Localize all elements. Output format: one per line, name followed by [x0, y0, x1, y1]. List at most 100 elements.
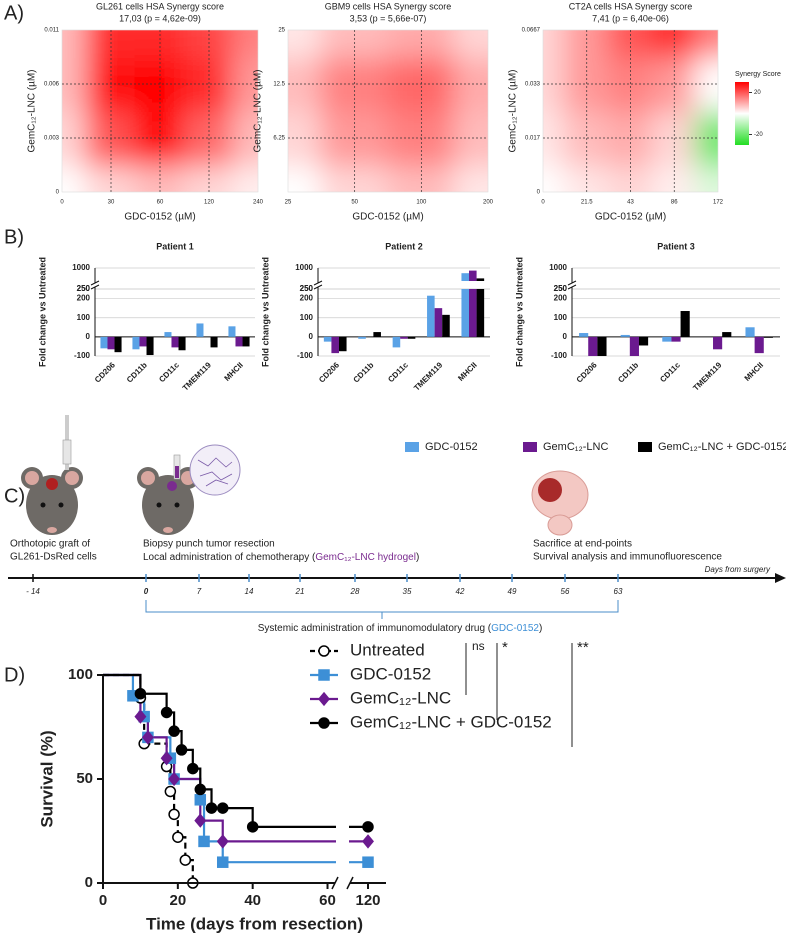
bar	[373, 332, 381, 337]
marker	[141, 730, 154, 745]
timeline-text: GemC₁₂-LNC hydrogel	[315, 552, 416, 563]
marker	[168, 771, 181, 787]
bar	[461, 273, 470, 281]
heatmap-cell	[62, 30, 88, 58]
bar	[588, 336, 598, 356]
heatmap-cell	[288, 164, 323, 192]
y-axis-label: GemC₁₂-LNC (µM)	[508, 69, 519, 152]
marker	[216, 834, 229, 849]
y-tick-label: 0	[85, 874, 93, 891]
timeline-text: Local administration of chemotherapy (Ge…	[143, 552, 419, 563]
heatmap-cell	[62, 164, 88, 192]
timeline-text: Orthotopic graft of	[10, 539, 90, 550]
marker	[160, 706, 173, 719]
x-tick-label: CD11c	[658, 360, 682, 384]
marker	[216, 802, 229, 814]
marker	[362, 856, 374, 868]
bar	[629, 336, 639, 356]
chart-title: Patient 1	[156, 241, 194, 251]
bar	[722, 332, 732, 337]
bar	[745, 327, 755, 337]
legend-label: GemC₁₂-LNC + GDC-0152	[350, 712, 552, 731]
axis-break	[336, 670, 349, 882]
y-tick-label: 0.003	[44, 136, 60, 142]
heatmap-surface	[288, 30, 488, 192]
bar	[235, 336, 243, 347]
panel-labels: A) B) C) D)	[4, 2, 25, 686]
legend-label: GDC-0152	[350, 664, 431, 683]
y-axis	[313, 268, 323, 356]
y-tick-label: 250	[554, 284, 568, 293]
y-tick-label: 0	[56, 190, 60, 196]
bar	[358, 336, 366, 339]
heatmap-cell	[695, 164, 718, 192]
y-tick-label: 0.011	[44, 28, 59, 34]
marker	[362, 821, 374, 833]
timeline-text: Systemic administration of immunomodulat…	[258, 623, 492, 634]
timeline-tick-label: 35	[403, 587, 412, 596]
x-tick-label: 120	[355, 892, 380, 909]
timeline: Orthotopic graft of GL261-DsRed cells Bi…	[8, 539, 786, 634]
y-tick-label: 0.033	[525, 82, 541, 88]
y-axis	[567, 268, 577, 356]
marker	[194, 794, 207, 806]
y-tick-label: 0	[537, 190, 541, 196]
x-tick-label: 0	[541, 200, 545, 206]
y-tick-label: 250	[77, 284, 91, 293]
marker	[194, 783, 207, 796]
y-tick-label: 0	[309, 332, 314, 341]
heatmap-cell	[695, 110, 718, 166]
bar	[461, 289, 470, 337]
timeline-tick-label: 42	[456, 587, 465, 596]
timeline-tick-label: 7	[197, 587, 202, 596]
y-tick-label: 1000	[549, 263, 567, 272]
bar	[392, 336, 401, 348]
heatmap-cell	[453, 30, 488, 58]
x-tick-label: CD206	[317, 360, 341, 384]
legend-swatch	[523, 442, 537, 452]
marker	[198, 835, 210, 848]
chart-title: Patient 3	[657, 241, 695, 251]
x-tick-label: CD11b	[125, 360, 149, 384]
y-tick-label: 100	[300, 313, 314, 322]
bar	[107, 336, 115, 350]
heatmap-cell	[695, 56, 718, 112]
x-tick-label: 50	[351, 200, 358, 206]
heatmap-cell	[543, 30, 566, 58]
x-tick-label: CD11b	[352, 360, 376, 384]
y-axis-label: Fold change vs Untreated	[514, 257, 524, 367]
bar	[242, 336, 250, 347]
colorbar	[735, 82, 749, 145]
chart-subtitle: 17,03 (p = 4,62e-09)	[119, 13, 201, 23]
marker	[134, 709, 147, 724]
bar	[400, 336, 408, 339]
plot-frame	[287, 29, 489, 193]
marker	[216, 856, 229, 868]
heatmap-cell	[695, 30, 718, 58]
x-tick-label: 172	[713, 200, 724, 206]
heatmap-cell	[543, 56, 566, 112]
bar	[469, 289, 477, 337]
bar	[763, 336, 773, 338]
significance-label: ns	[472, 639, 485, 653]
bar	[228, 326, 236, 337]
x-tick-label: 21.5	[581, 200, 593, 206]
bar	[338, 336, 347, 352]
y-tick-label: -100	[74, 351, 91, 360]
bar	[100, 336, 108, 349]
y-tick-label: 200	[300, 294, 314, 303]
heatmap	[288, 30, 488, 192]
timeline-tick-label: 49	[508, 587, 517, 596]
x-axis-label: GDC-0152 (µM)	[124, 212, 195, 223]
y-tick-label: 100	[68, 666, 93, 683]
arrow-head	[775, 573, 786, 583]
x-tick-label: CD11c	[386, 360, 410, 384]
heatmap-cell	[543, 164, 566, 192]
timeline-tick-label: 28	[350, 587, 360, 596]
marker	[160, 751, 173, 766]
x-tick-label: MHCII	[743, 361, 765, 383]
timeline-text: Systemic administration of immunomodulat…	[258, 623, 543, 634]
heatmap-cell	[232, 110, 258, 166]
y-tick-label: 1000	[295, 263, 313, 272]
x-tick-label: 120	[204, 200, 215, 206]
